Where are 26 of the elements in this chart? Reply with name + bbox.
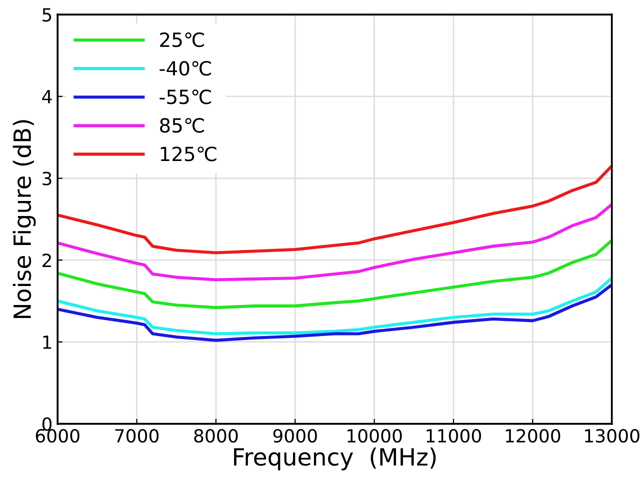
x-tick-label: 12000 bbox=[506, 428, 560, 443]
line-series bbox=[58, 238, 612, 310]
y-axis-title: Noise Figure (dB) bbox=[12, 120, 36, 318]
x-tick-label: 9000 bbox=[273, 428, 317, 443]
legend-label: -55℃ bbox=[160, 90, 211, 104]
x-tick-label: 8000 bbox=[194, 428, 238, 443]
x-tick-label: 6000 bbox=[36, 428, 80, 443]
y-tick-label: 2 bbox=[42, 254, 51, 267]
y-tick-label: 5 bbox=[42, 8, 52, 22]
x-tick-label: 7000 bbox=[115, 428, 159, 443]
x-tick-label: 13000 bbox=[585, 428, 640, 443]
line-series bbox=[58, 283, 612, 342]
legend-label: 25℃ bbox=[160, 32, 204, 48]
y-tick-label: 4 bbox=[42, 90, 52, 104]
legend-label: 125℃ bbox=[160, 146, 216, 162]
y-tick-label: 0 bbox=[42, 417, 52, 431]
x-tick-label: 10000 bbox=[348, 428, 402, 443]
legend-label: -40℃ bbox=[160, 60, 211, 76]
line-series bbox=[58, 202, 612, 282]
y-tick-label: 3 bbox=[42, 172, 52, 186]
legend-label: 85℃ bbox=[160, 118, 204, 133]
x-tick-label: 11000 bbox=[426, 428, 482, 443]
x-axis-title: Frequency (MHz) bbox=[234, 448, 436, 470]
line-series bbox=[58, 164, 612, 254]
line-series bbox=[58, 276, 612, 336]
y-tick-label: 1 bbox=[43, 336, 52, 349]
